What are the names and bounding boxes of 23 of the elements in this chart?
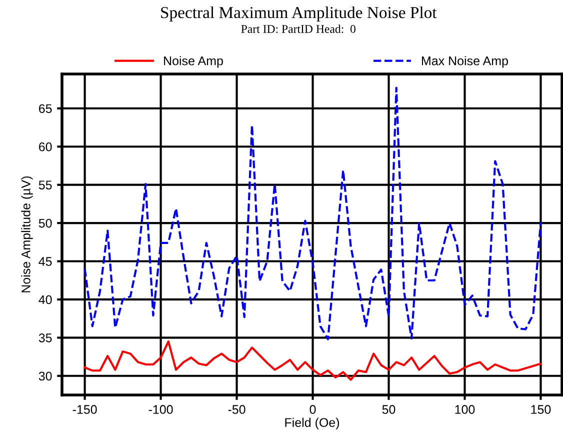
x-tick-label: -150: [72, 405, 97, 414]
y-tick-label: 45: [38, 257, 52, 266]
x-tick-label: 150: [531, 405, 551, 414]
legend-label: Noise Amp: [164, 56, 223, 68]
x-tick-label: -50: [228, 405, 246, 414]
x-tick-label: -100: [148, 405, 173, 414]
chart-subtitle: Part ID: PartID Head: 0: [241, 24, 356, 34]
y-axis-title: Noise Amplitude (µV): [21, 176, 33, 292]
y-tick-label: 55: [38, 180, 52, 190]
y-tick-label: 30: [38, 372, 52, 381]
y-tick-label: 65: [39, 104, 52, 114]
line-series: [84, 86, 542, 340]
y-tick-label: 40: [38, 295, 52, 304]
chart-title: Spectral Maximum Amplitude Noise Plot: [161, 6, 437, 22]
y-tick-label: 35: [38, 333, 52, 342]
x-tick-label: 0: [310, 405, 316, 414]
x-tick-label: 50: [382, 405, 396, 414]
x-tick-label: 100: [455, 405, 475, 414]
x-axis-title: Field (Oe): [285, 418, 340, 430]
y-tick-label: 50: [38, 218, 52, 228]
legend-label: Max Noise Amp: [422, 56, 508, 68]
line-series: [84, 340, 542, 381]
y-tick-label: 60: [39, 142, 52, 152]
